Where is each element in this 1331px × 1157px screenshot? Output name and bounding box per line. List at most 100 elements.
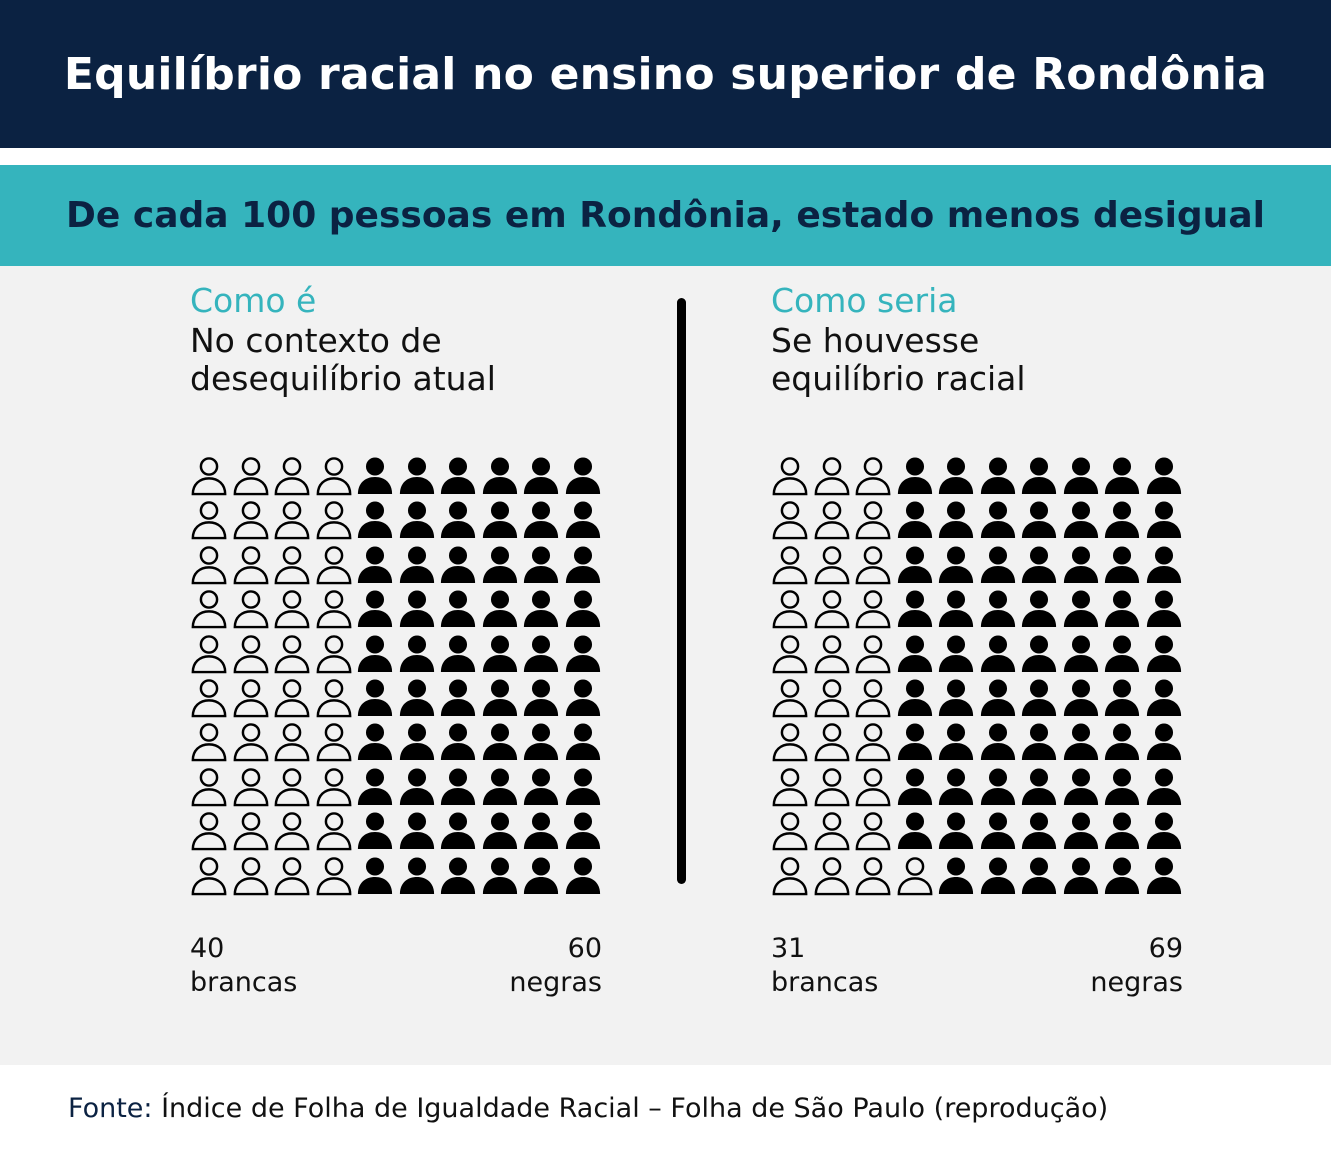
person-filled-icon [565,812,600,850]
person-outline-icon [772,545,808,585]
person-outline-icon [191,812,227,851]
person-outline-icon [233,856,268,895]
person-filled-icon [1104,679,1140,717]
person-filled-icon [399,590,434,628]
waffle-grid-balanced [771,456,1191,900]
person-filled-icon [482,812,517,850]
person-filled-icon [1146,546,1181,583]
person-filled-icon [1021,635,1057,672]
person-filled-icon [357,546,393,583]
person-filled-icon [897,679,932,717]
person-filled-icon [440,768,476,805]
person-filled-icon [523,679,559,717]
person-filled-icon [980,546,1015,583]
person-outline-icon [772,812,808,851]
person-outline-icon [274,679,310,718]
person-filled-icon [523,546,559,583]
person-filled-icon [1021,723,1057,761]
source-label: Fonte: [68,1093,153,1124]
person-outline-icon [191,634,227,673]
white-count-label: brancas [771,967,879,998]
person-outline-icon [772,457,808,496]
person-filled-icon [399,635,434,672]
person-outline-icon [316,457,351,496]
person-filled-icon [1104,635,1140,672]
person-filled-icon [1146,768,1181,805]
person-filled-icon [1021,768,1057,805]
person-outline-icon [316,679,351,718]
person-filled-icon [1063,768,1098,805]
person-outline-icon [316,590,351,629]
person-filled-icon [357,857,393,894]
person-filled-icon [357,501,393,539]
person-outline-icon [191,679,227,718]
person-filled-icon [1104,812,1140,850]
panel-caption: No contexto de desequilíbrio atual [190,322,630,398]
person-filled-icon [938,590,974,628]
person-outline-icon [855,767,891,807]
person-filled-icon [523,635,559,672]
person-outline-icon [274,856,310,895]
person-filled-icon [399,857,434,894]
person-filled-icon [1021,812,1057,850]
white-count-value: 40 [190,933,225,964]
person-filled-icon [1063,590,1098,628]
person-filled-icon [897,768,932,805]
black-count-label: negras [509,967,602,998]
person-outline-icon [274,501,310,540]
person-outline-icon [274,545,310,585]
person-filled-icon [980,723,1015,761]
person-filled-icon [1104,768,1140,805]
person-filled-icon [357,635,393,672]
person-filled-icon [1104,590,1140,628]
person-outline-icon [316,856,351,895]
person-filled-icon [565,546,600,583]
person-filled-icon [938,768,974,805]
person-outline-icon [274,590,310,629]
person-filled-icon [1104,457,1140,495]
person-outline-icon [316,812,351,851]
waffle-grid-current [190,456,610,900]
panel-balanced: Como seria Se houvesse equilíbrio racial… [771,266,1211,1065]
person-filled-icon [897,546,932,583]
person-filled-icon [1021,679,1057,717]
black-count-value: 60 [567,933,602,964]
person-outline-icon [233,590,268,629]
person-filled-icon [1021,857,1057,894]
person-filled-icon [1021,501,1057,539]
person-filled-icon [357,679,393,717]
person-outline-icon [855,679,891,718]
white-count-value: 31 [771,933,806,964]
person-outline-icon [233,545,268,585]
panel-caption: Se houvesse equilíbrio racial [771,322,1211,398]
person-outline-icon [855,590,891,629]
panel-caption-line2: equilíbrio racial [771,359,1026,398]
person-filled-icon [399,812,434,850]
person-filled-icon [565,457,600,495]
person-outline-icon [814,545,849,585]
person-outline-icon [191,590,227,629]
person-outline-icon [814,767,849,807]
person-filled-icon [482,723,517,761]
person-outline-icon [233,501,268,540]
person-filled-icon [482,546,517,583]
person-outline-icon [772,590,808,629]
person-filled-icon [1146,635,1181,672]
person-filled-icon [1146,501,1181,539]
person-filled-icon [399,768,434,805]
person-outline-icon [233,457,268,496]
panel-label: Como seria [771,281,958,320]
person-filled-icon [440,723,476,761]
page-subtitle: De cada 100 pessoas em Rondônia, estado … [66,195,1265,236]
person-outline-icon [855,501,891,540]
person-filled-icon [1021,546,1057,583]
person-outline-icon [233,812,268,851]
person-filled-icon [1063,635,1098,672]
person-outline-icon [814,501,849,540]
person-filled-icon [938,679,974,717]
person-outline-icon [814,856,849,895]
person-filled-icon [357,590,393,628]
person-filled-icon [1146,590,1181,628]
person-filled-icon [523,457,559,495]
person-filled-icon [523,857,559,894]
